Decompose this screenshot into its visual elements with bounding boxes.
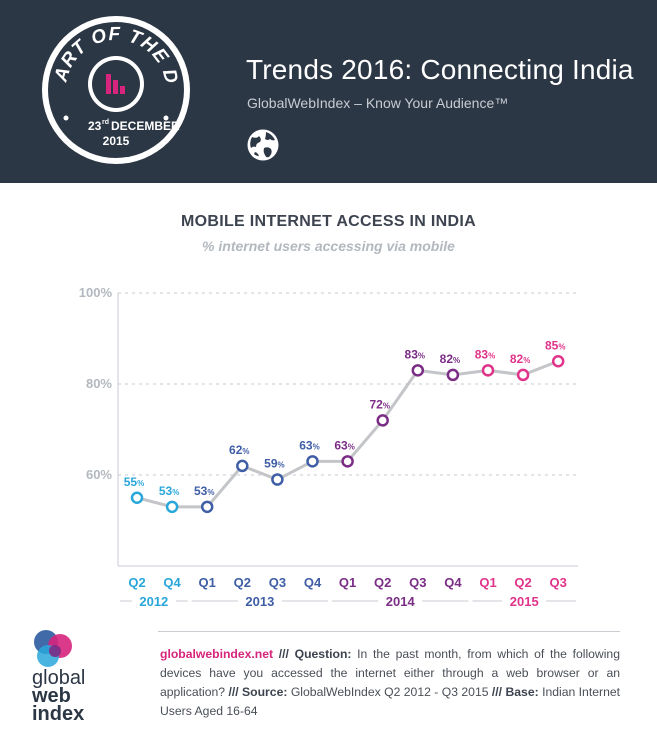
data-label: 63% (299, 438, 319, 452)
y-tick-label: 80% (86, 376, 112, 391)
logo-line-web: web (31, 685, 71, 707)
logo-line-index: index (32, 703, 84, 725)
header-banner: CHART OF THE DAY 23 rd DECEMBER 2015 Tre… (0, 0, 657, 183)
page-subtitle: GlobalWebIndex – Know Your Audience™ (247, 95, 509, 111)
x-tick-label: Q4 (163, 575, 181, 590)
base-text: Indian Internet Users Aged 16-64 (160, 685, 621, 718)
chart-subtitle: % internet users accessing via mobile (202, 238, 455, 254)
data-label: 72% (369, 397, 389, 411)
data-label: 85% (545, 338, 565, 352)
footer-note: globalwebindex.net /// Question: In the … (160, 647, 621, 718)
x-tick-label: Q1 (199, 575, 216, 590)
question-label: Question: (294, 647, 352, 661)
chart-title: MOBILE INTERNET ACCESS IN INDIA (181, 213, 476, 230)
x-tick-label: Q1 (339, 575, 356, 590)
data-point (130, 491, 144, 504)
data-label: 55% (124, 475, 144, 489)
data-point (165, 500, 179, 514)
source-text: GlobalWebIndex Q2 2012 - Q3 2015 (287, 685, 489, 699)
x-tick-label: Q2 (514, 575, 531, 590)
data-point (200, 500, 214, 514)
globalwebindex-logo: global web index (31, 630, 85, 725)
data-label: 63% (334, 438, 354, 452)
source-label: Source: (242, 685, 288, 699)
year-label: 2012 (139, 594, 168, 609)
data-point (376, 414, 389, 427)
badge-day: 23 (88, 119, 102, 133)
y-tick-label: 100% (79, 285, 113, 300)
x-tick-label: Q3 (550, 575, 567, 590)
year-label: 2015 (510, 594, 539, 609)
x-tick-label: Q4 (304, 575, 322, 590)
x-tick-label: Q2 (128, 575, 145, 590)
badge-day-suffix: rd (102, 119, 109, 126)
data-point (236, 459, 249, 473)
data-label: 83% (405, 347, 425, 361)
x-tick-label: Q1 (479, 575, 496, 590)
data-label: 53% (159, 484, 179, 498)
x-tick-label: Q3 (269, 575, 286, 590)
data-point (446, 368, 460, 382)
globe-icon (247, 129, 279, 161)
data-point (271, 473, 284, 486)
page-title: Trends 2016: Connecting India (246, 54, 634, 85)
data-label: 82% (510, 352, 530, 366)
data-point (411, 364, 425, 377)
data-point (551, 355, 565, 368)
bar-chart-icon (106, 74, 111, 94)
line-chart: 100% 80% 60% 55% Q2 53% Q4 53% Q1 62% Q2 59% Q3 63% Q4… (79, 285, 578, 609)
x-tick-label: Q3 (409, 575, 426, 590)
x-tick-label: Q2 (374, 575, 391, 590)
year-label: 2014 (386, 594, 416, 609)
data-label: 62% (229, 443, 249, 457)
data-point (306, 455, 319, 468)
badge-month: DECEMBER (111, 119, 180, 133)
y-tick-label: 60% (86, 467, 112, 482)
chart-of-the-day-badge: CHART OF THE DAY 23 rd DECEMBER 2015 (40, 14, 190, 164)
data-label: 53% (194, 484, 214, 498)
data-label: 83% (475, 347, 495, 361)
footer-site-link[interactable]: globalwebindex.net (160, 647, 274, 661)
data-point (481, 364, 495, 377)
question-text: In the past month, from which of the fol… (160, 647, 620, 699)
footer-divider (158, 631, 620, 632)
x-tick-label: Q4 (444, 575, 462, 590)
data-label: 59% (264, 457, 284, 471)
year-label: 2013 (245, 594, 274, 609)
data-point (341, 455, 354, 468)
base-label: Base: (505, 685, 539, 699)
logo-line-global: global (32, 667, 85, 689)
x-tick-label: Q2 (234, 575, 251, 590)
badge-year: 2015 (103, 134, 130, 148)
data-point (516, 368, 530, 382)
data-label: 82% (440, 352, 460, 366)
